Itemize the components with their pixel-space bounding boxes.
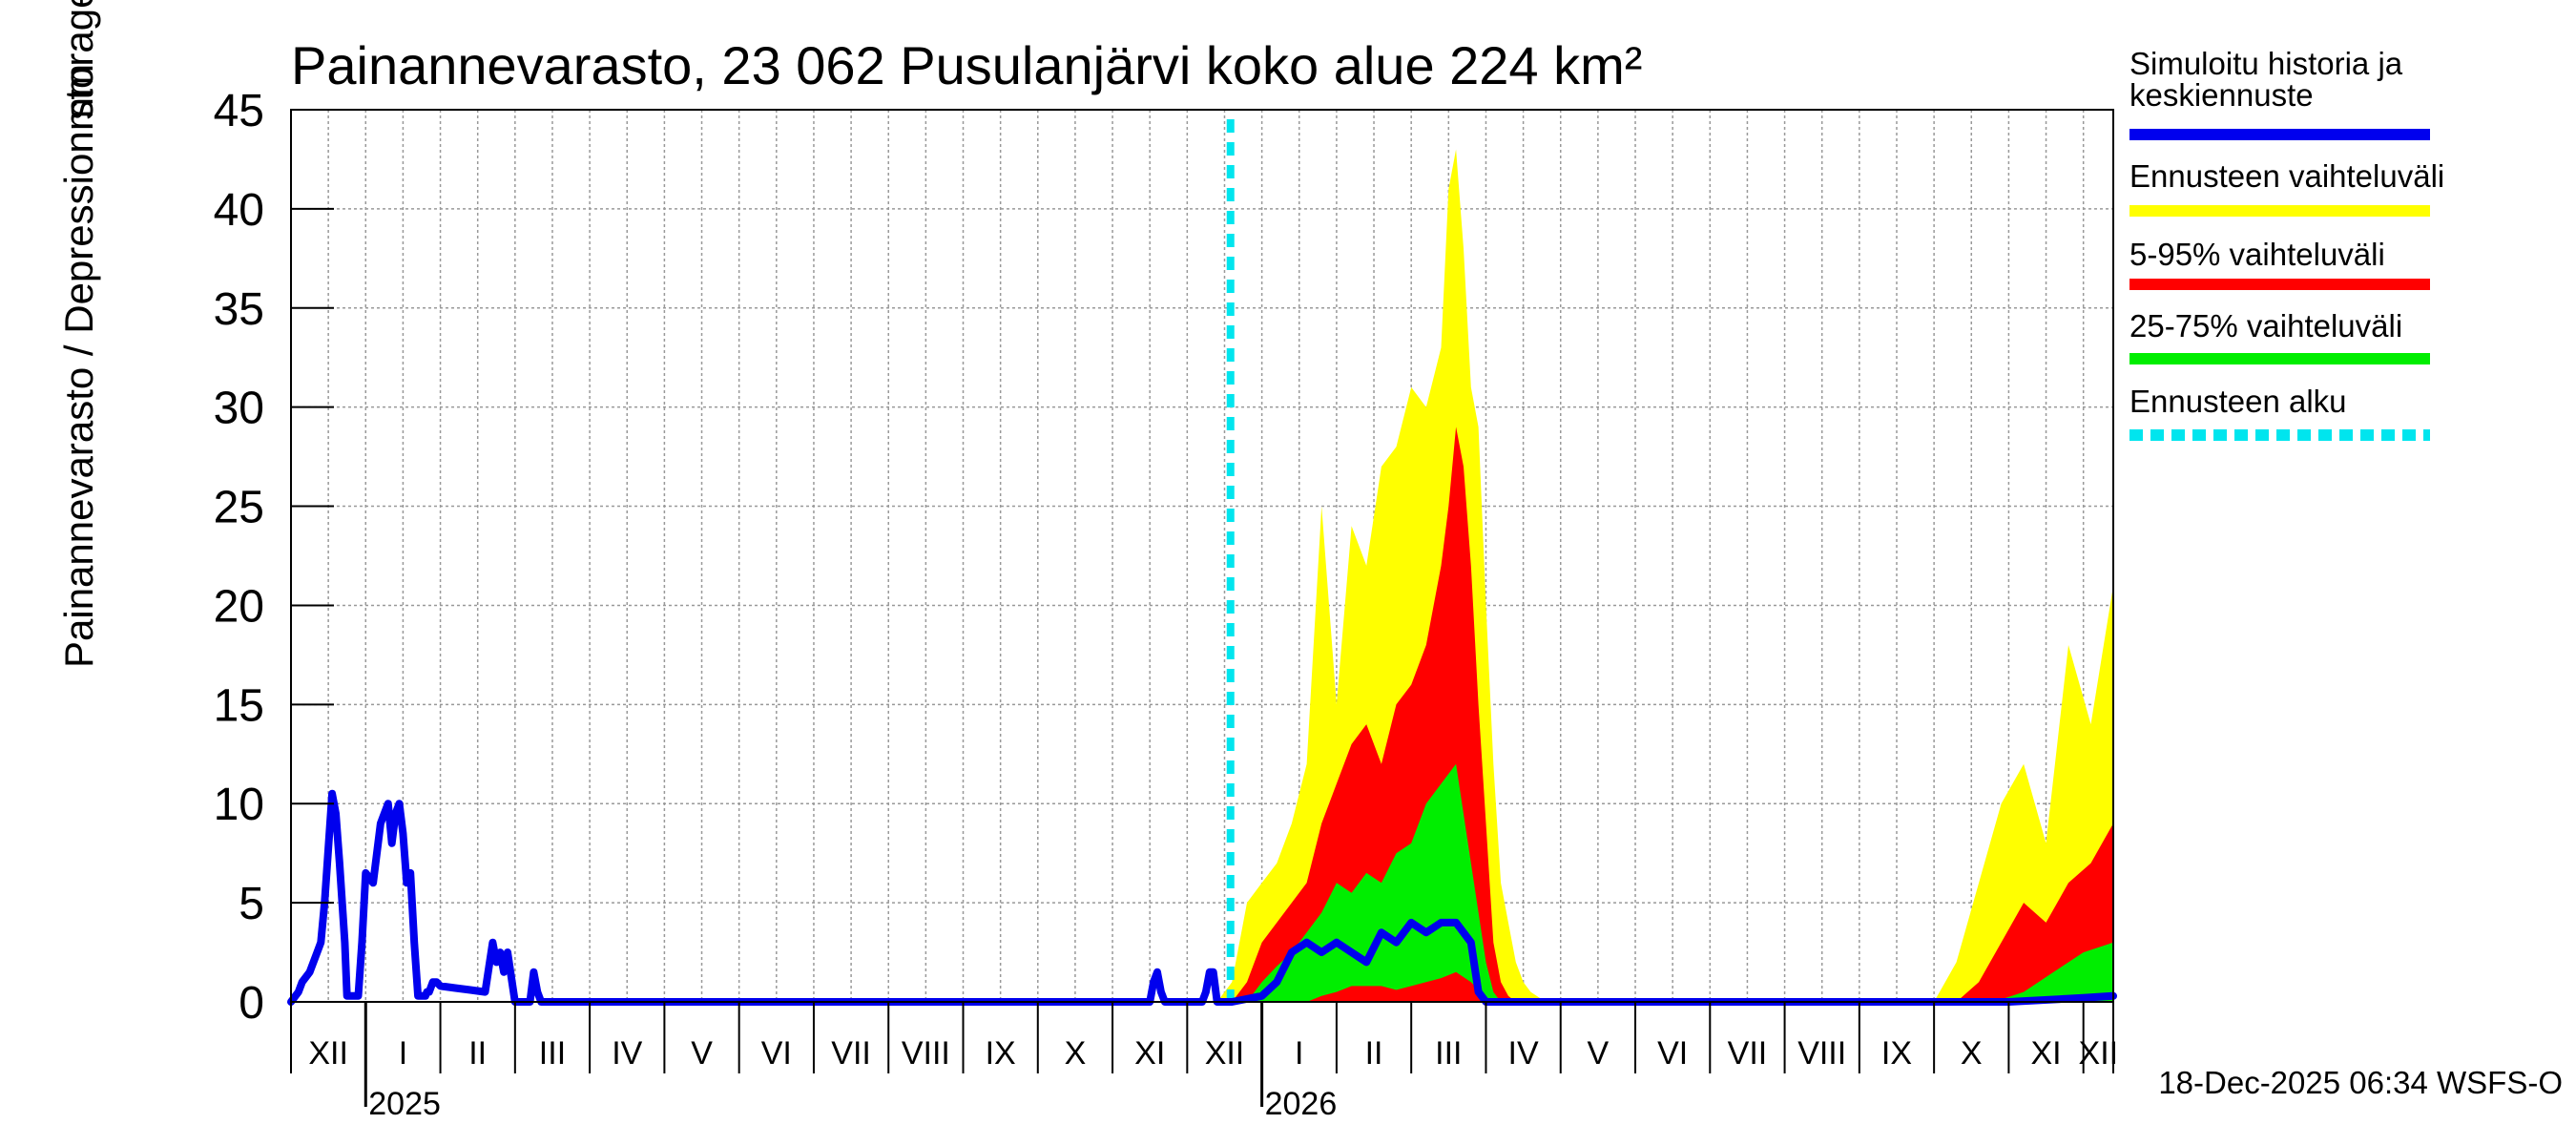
month-label: I — [1295, 1035, 1303, 1072]
month-label: II — [1365, 1035, 1383, 1072]
y-tick-label: 35 — [214, 284, 264, 335]
month-label: XII — [2079, 1035, 2119, 1072]
month-label: XII — [1205, 1035, 1245, 1072]
y-tick-label: 25 — [214, 483, 264, 533]
month-label: V — [1588, 1035, 1610, 1072]
month-label: IX — [986, 1035, 1016, 1072]
series-line-median — [287, 789, 2117, 1006]
month-label: XII — [308, 1035, 348, 1072]
y-tick-label: 15 — [214, 680, 264, 731]
month-label: VIII — [902, 1035, 950, 1072]
month-label: IV — [612, 1035, 642, 1072]
month-label: V — [691, 1035, 713, 1072]
y-tick-label: 45 — [214, 86, 264, 136]
y-axis-unit: mm — [56, 64, 101, 131]
year-label: 2026 — [1265, 1086, 1338, 1122]
chart-title: Painannevarasto, 23 062 Pusulanjärvi kok… — [291, 35, 1642, 95]
month-label: XI — [1134, 1035, 1165, 1072]
month-label: IX — [1881, 1035, 1912, 1072]
y-tick-label: 40 — [214, 185, 264, 236]
month-label: VI — [1657, 1035, 1688, 1072]
legend-label: 5-95% vaihteluväli — [2129, 237, 2385, 272]
month-label: VI — [761, 1035, 792, 1072]
y-tick-label: 10 — [214, 780, 264, 830]
band-25-75-vaihteluv-li — [1247, 763, 2113, 1002]
y-ticks: 0 5 10 15 20 25 30 35 40 45 — [214, 86, 334, 1029]
timestamp: 18-Dec-2025 06:34 WSFS-O — [2158, 1065, 2563, 1100]
month-label: I — [399, 1035, 407, 1072]
y-tick-label: 20 — [214, 581, 264, 632]
y-tick-label: 30 — [214, 384, 264, 434]
month-label: II — [468, 1035, 487, 1072]
plot-frame — [290, 109, 2114, 1003]
legend-label: Ennusteen alku — [2129, 384, 2347, 419]
month-label: VII — [1728, 1035, 1768, 1072]
y-tick-label: 5 — [239, 879, 264, 929]
month-label: X — [1065, 1035, 1087, 1072]
x-axis: XII I II III IV V VI VII VIII IX X XI XII I II III IV V VI… — [290, 1002, 2119, 1122]
month-label: III — [1435, 1035, 1462, 1072]
plot-border — [290, 109, 2114, 1003]
month-label: X — [1961, 1035, 1983, 1072]
forecast-bands — [1216, 149, 2113, 1003]
y-axis-label: Painannevarasto / Depression storage — [56, 0, 101, 668]
legend-label: 25-75% vaihteluväli — [2129, 308, 2402, 344]
month-label: VIII — [1797, 1035, 1846, 1072]
month-label: III — [539, 1035, 566, 1072]
year-label: 2025 — [368, 1086, 441, 1122]
legend-label: Ennusteen vaihteluväli — [2129, 158, 2444, 194]
month-label: IV — [1508, 1035, 1539, 1072]
series-lines — [287, 119, 2117, 1006]
y-tick-label: 0 — [239, 978, 264, 1029]
month-label: XI — [2030, 1035, 2061, 1072]
legend-label: Simuloitu historia ja — [2129, 46, 2403, 81]
month-label: VII — [831, 1035, 871, 1072]
grid — [291, 109, 2113, 1002]
legend-label: keskiennuste — [2129, 77, 2314, 113]
